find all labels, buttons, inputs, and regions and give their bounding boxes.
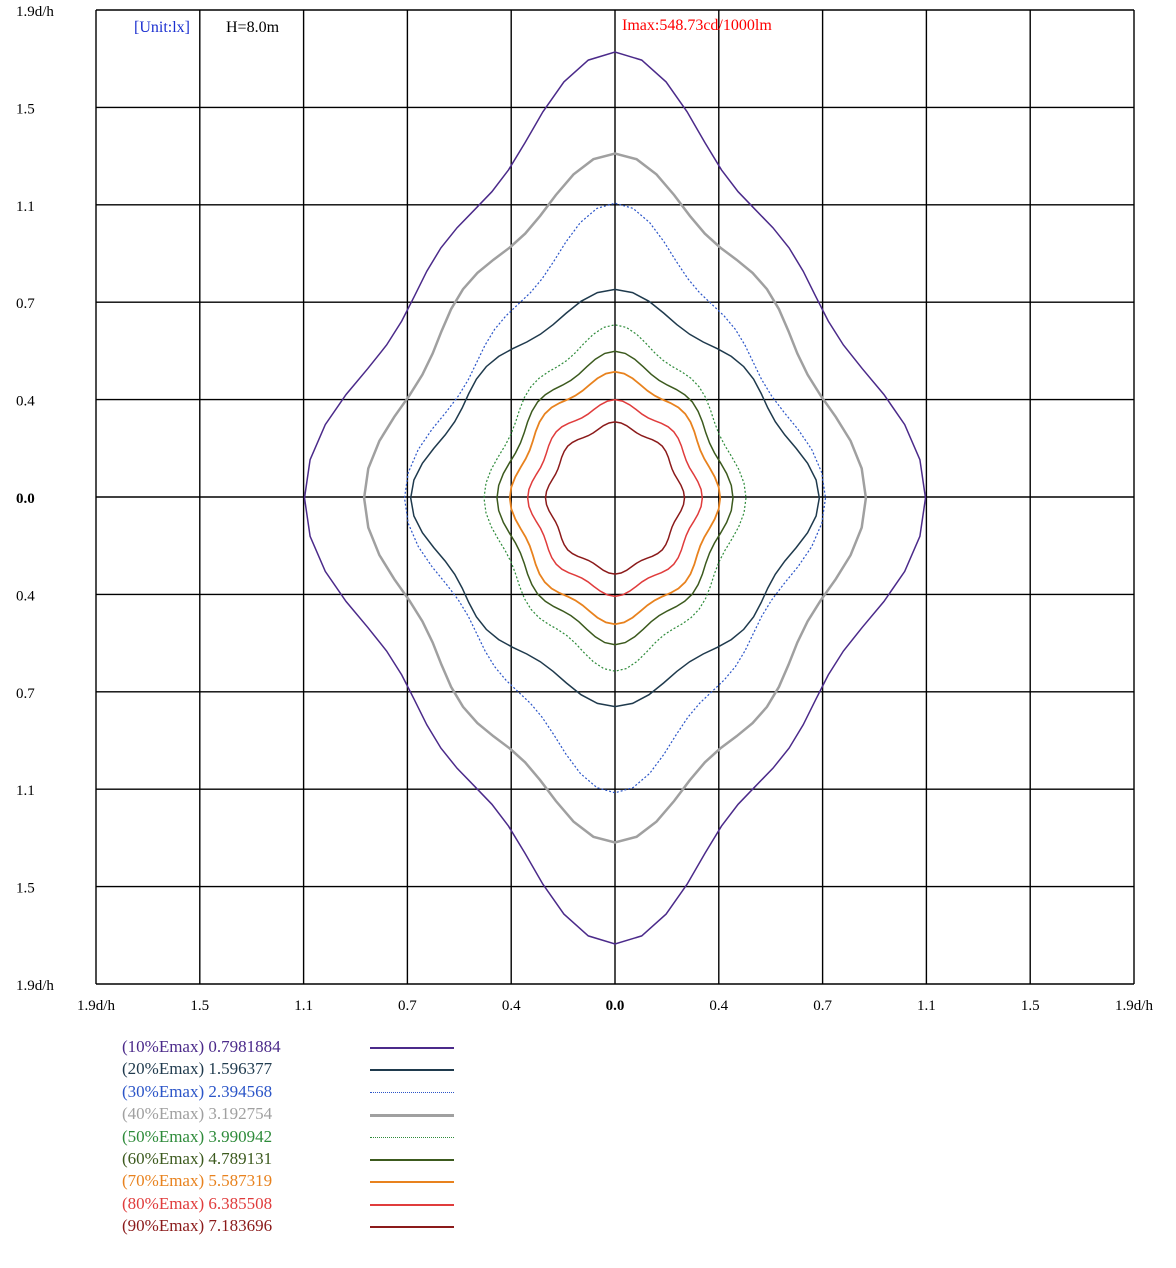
y-tick-label: 1.5	[16, 101, 35, 117]
legend-label: (20%Emax) 1.596377	[122, 1059, 273, 1079]
height-label: H=8.0m	[226, 19, 280, 36]
legend-item: (10%Emax) 0.7981884	[122, 1036, 454, 1058]
legend-label: (10%Emax) 0.7981884	[122, 1037, 281, 1056]
contour-line	[362, 152, 868, 844]
tick-labels: 1.9d/h 1.5 1.1 0.7 0.4 0.0 0.4 0.7 1.1 1.5 1.9d/h 1…	[16, 4, 1153, 1014]
y-tick-label: 0.4	[16, 394, 35, 410]
x-tick-label: 1.5	[1021, 998, 1040, 1014]
legend-item: (40%Emax) 3.192754	[122, 1103, 454, 1125]
legend-line-sample	[370, 1047, 454, 1049]
legend-label: (30%Emax) 2.394568	[122, 1081, 273, 1101]
y-tick-label: 0.0	[16, 491, 35, 507]
x-tick-label: 1.1	[917, 998, 936, 1014]
legend: (10%Emax) 0.7981884 (20%Emax) 1.596377 (30…	[122, 1036, 454, 1238]
legend-label: (80%Emax) 6.385508	[122, 1193, 273, 1213]
isolux-chart: 1.9d/h 1.5 1.1 0.7 0.4 0.0 0.4 0.7 1.1 1.5 1.9d/h 1…	[16, 4, 1153, 1014]
y-tick-label: 0.7	[16, 686, 35, 702]
legend-line-sample	[370, 1069, 454, 1072]
x-tick-label: 1.9d/h	[77, 998, 115, 1014]
x-tick-label: 0.4	[502, 998, 521, 1014]
x-tick-label: 0.7	[813, 998, 832, 1014]
contour-lines	[303, 51, 927, 945]
legend-item: (90%Emax) 7.183696	[122, 1215, 454, 1237]
contour-line	[403, 202, 827, 794]
contour-line	[544, 421, 686, 575]
contour-line	[526, 398, 704, 598]
y-tick-label: 1.1	[16, 199, 35, 215]
legend-item: (60%Emax) 4.789131	[122, 1148, 454, 1170]
legend-item: (20%Emax) 1.596377	[122, 1058, 454, 1080]
x-tick-label: 0.4	[709, 998, 728, 1014]
legend-item: (30%Emax) 2.394568	[122, 1081, 454, 1103]
y-tick-label: 1.9d/h	[16, 4, 54, 20]
y-tick-label: 1.1	[16, 783, 35, 799]
legend-item: (70%Emax) 5.587319	[122, 1170, 454, 1192]
legend-line-sample	[370, 1136, 454, 1138]
legend-line-sample	[370, 1181, 454, 1184]
contour-line	[409, 288, 821, 708]
legend-item: (50%Emax) 3.990942	[122, 1126, 454, 1148]
contour-line	[496, 350, 734, 646]
legend-label: (50%Emax) 3.990942	[122, 1126, 273, 1146]
x-tick-label: 0.7	[398, 998, 417, 1014]
legend-label: (60%Emax) 4.789131	[122, 1148, 273, 1168]
y-tick-label: 0.4	[16, 588, 35, 604]
unit-label: [Unit:lx]	[134, 19, 190, 36]
x-tick-label: 1.5	[190, 998, 209, 1014]
contour-line	[508, 370, 722, 626]
legend-label: (70%Emax) 5.587319	[122, 1171, 273, 1191]
legend-line-sample	[370, 1114, 454, 1118]
legend-label: (90%Emax) 7.183696	[122, 1216, 273, 1236]
legend-line-sample	[370, 1226, 454, 1229]
legend-line-sample	[370, 1158, 454, 1161]
x-tick-label: 1.9d/h	[1115, 998, 1153, 1014]
y-tick-label: 1.9d/h	[16, 978, 54, 994]
imax-label: Imax:548.73cd/1000lm	[622, 17, 772, 34]
x-tick-label: 0.0	[606, 998, 625, 1014]
contour-line	[303, 51, 927, 945]
y-tick-label: 0.7	[16, 296, 35, 312]
legend-item: (80%Emax) 6.385508	[122, 1193, 454, 1215]
chart-grid	[95, 9, 1135, 985]
legend-line-sample	[370, 1203, 454, 1206]
y-tick-label: 1.5	[16, 881, 35, 897]
legend-line-sample	[370, 1091, 454, 1093]
x-tick-label: 1.1	[294, 998, 313, 1014]
legend-label: (40%Emax) 3.192754	[122, 1104, 273, 1124]
